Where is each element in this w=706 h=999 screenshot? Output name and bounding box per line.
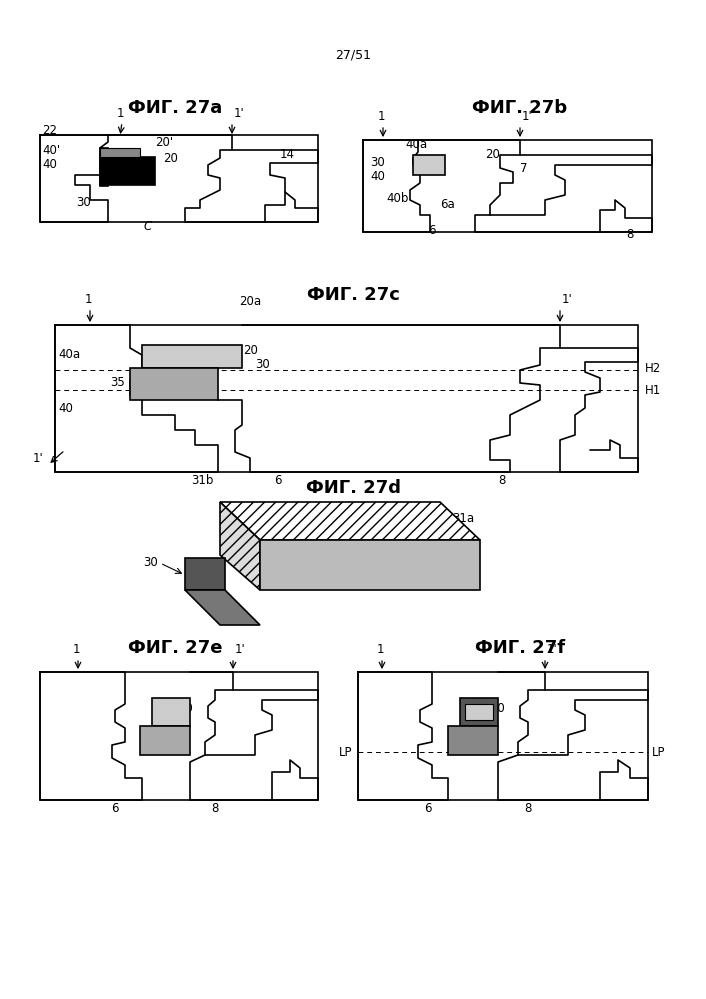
Text: 31a: 31a [452, 511, 474, 524]
Text: 1': 1' [522, 110, 533, 123]
Polygon shape [220, 502, 260, 590]
Text: 31b: 31b [191, 474, 213, 487]
Polygon shape [152, 698, 190, 726]
Text: 20: 20 [243, 344, 258, 357]
Text: 40: 40 [58, 402, 73, 415]
Text: LP: LP [338, 745, 352, 758]
Polygon shape [413, 155, 445, 175]
Polygon shape [220, 502, 480, 540]
Bar [363, 140, 652, 232]
Polygon shape [130, 368, 218, 400]
Text: 6: 6 [112, 802, 119, 815]
Polygon shape [142, 345, 242, 368]
Text: ФИГ. 27f: ФИГ. 27f [475, 639, 565, 657]
Text: H2: H2 [645, 362, 662, 375]
Text: ФИГ. 27a: ФИГ. 27a [128, 99, 222, 117]
Text: ФИГ. 27c: ФИГ. 27c [306, 286, 400, 304]
Text: 6: 6 [429, 224, 436, 237]
Text: 30: 30 [255, 359, 270, 372]
Text: ФИГ. 27e: ФИГ. 27e [128, 639, 222, 657]
Bar [55, 325, 638, 472]
Text: 1: 1 [72, 643, 80, 656]
Polygon shape [100, 157, 155, 185]
Text: 1: 1 [84, 293, 92, 306]
Text: 20a: 20a [239, 295, 261, 308]
Text: 40: 40 [42, 158, 57, 171]
Bar [358, 672, 648, 800]
Text: 8: 8 [498, 474, 505, 487]
Text: 20: 20 [485, 149, 500, 162]
Bar [40, 672, 318, 800]
Text: 40a: 40a [58, 349, 80, 362]
Polygon shape [140, 726, 190, 755]
Text: 35: 35 [110, 377, 125, 390]
Text: 8: 8 [525, 802, 532, 815]
Text: 6: 6 [424, 802, 432, 815]
Text: 30: 30 [76, 196, 91, 209]
Text: 1': 1' [562, 293, 573, 306]
Polygon shape [100, 148, 108, 186]
Text: 6: 6 [274, 474, 282, 487]
Text: 8: 8 [211, 802, 219, 815]
Polygon shape [100, 148, 140, 157]
Text: 14: 14 [280, 149, 295, 162]
Text: 40': 40' [42, 145, 60, 158]
Text: 40: 40 [370, 170, 385, 183]
Text: 30: 30 [178, 701, 193, 714]
Text: 6a: 6a [440, 199, 455, 212]
Text: 20': 20' [155, 136, 173, 149]
Text: 22: 22 [42, 124, 57, 137]
Text: 20: 20 [163, 152, 178, 165]
Polygon shape [185, 590, 260, 625]
Text: ФИГ. 27d: ФИГ. 27d [306, 479, 400, 497]
Text: 1': 1' [32, 452, 43, 465]
Text: 33a: 33a [362, 565, 384, 578]
Polygon shape [448, 726, 498, 755]
Text: 27/51: 27/51 [335, 49, 371, 62]
Text: 30: 30 [490, 701, 505, 714]
Text: 40b: 40b [386, 192, 408, 205]
Text: 7: 7 [520, 162, 527, 175]
Text: 1': 1' [234, 107, 245, 120]
Polygon shape [460, 698, 498, 726]
Polygon shape [260, 540, 480, 590]
Text: 30: 30 [370, 157, 385, 170]
Polygon shape [465, 704, 493, 720]
Text: H1: H1 [645, 384, 662, 397]
Text: 1: 1 [377, 110, 385, 123]
Text: ФИГ. 27b: ФИГ. 27b [472, 99, 568, 117]
Text: 30: 30 [143, 555, 158, 568]
Text: LP: LP [652, 745, 666, 758]
Polygon shape [185, 558, 225, 590]
Bar [40, 135, 318, 222]
Text: 8: 8 [626, 228, 634, 241]
Text: 1: 1 [376, 643, 384, 656]
Text: 1': 1' [547, 643, 558, 656]
Text: 40a: 40a [405, 139, 427, 152]
Text: 1': 1' [235, 643, 246, 656]
Text: C: C [144, 220, 152, 233]
Text: 1: 1 [116, 107, 124, 120]
